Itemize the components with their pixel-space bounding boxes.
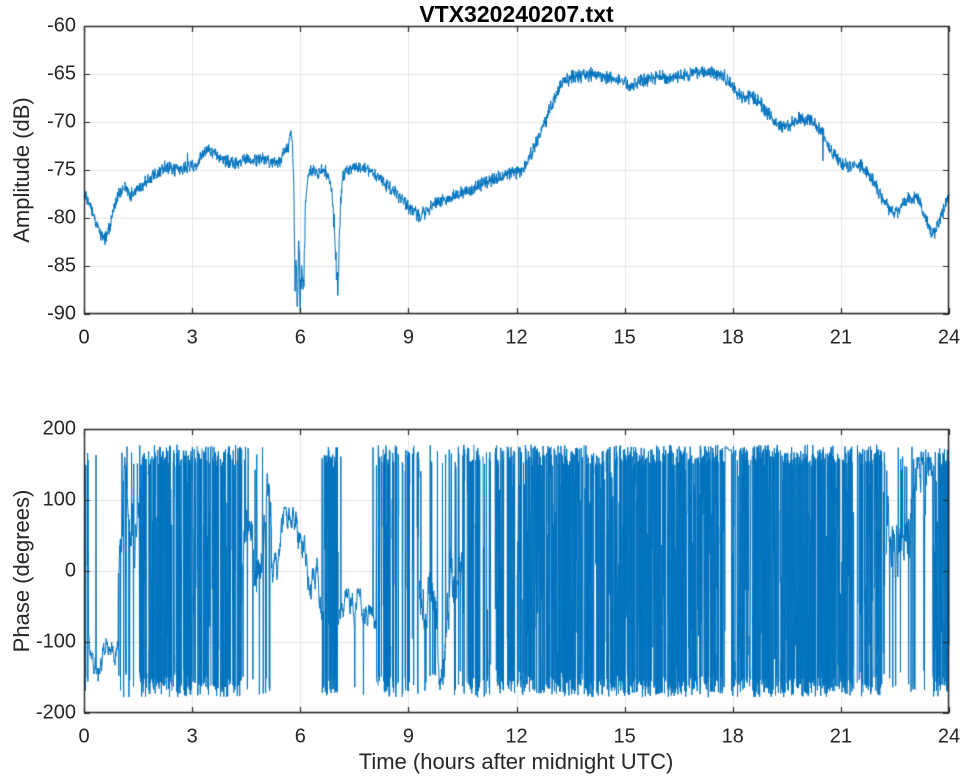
phase-x-tick-label: 18 <box>721 725 744 748</box>
phase-x-tick-label: 9 <box>402 725 414 748</box>
phase-x-tick-label: 12 <box>505 725 528 748</box>
phase-x-tick-label: 15 <box>613 725 636 748</box>
phase-y-tick-label: -100 <box>35 630 76 653</box>
phase-y-tick-label: -200 <box>35 701 76 724</box>
amplitude-x-tick-label: 6 <box>294 326 306 349</box>
amplitude-x-tick-label: 3 <box>186 326 198 349</box>
amplitude-x-tick-label: 0 <box>78 326 90 349</box>
amplitude-y-tick-label: -75 <box>47 158 76 181</box>
phase-x-tick-label: 0 <box>78 725 90 748</box>
x-axis-label: Time (hours after midnight UTC) <box>358 749 674 774</box>
amplitude-x-tick-label: 15 <box>613 326 636 349</box>
figure-title: VTX320240207.txt <box>419 1 614 27</box>
phase-y-tick-label: 200 <box>42 417 76 440</box>
amplitude-x-tick-label: 24 <box>937 326 961 349</box>
amplitude-y-tick-label: -65 <box>47 62 76 85</box>
phase-x-tick-label: 24 <box>937 725 961 748</box>
phase-y-tick-label: 100 <box>42 488 76 511</box>
amplitude-x-tick-label: 18 <box>721 326 744 349</box>
phase-y-axis-label: Phase (degrees) <box>9 489 34 653</box>
amplitude-y-axis-label: Amplitude (dB) <box>9 97 34 243</box>
amplitude-y-tick-label: -60 <box>47 14 76 37</box>
amplitude-x-tick-label: 9 <box>402 326 414 349</box>
amplitude-y-tick-label: -90 <box>47 302 76 325</box>
amplitude-y-tick-label: -70 <box>47 110 76 133</box>
phase-y-tick-label: 0 <box>64 559 76 582</box>
amplitude-x-tick-label: 21 <box>829 326 852 349</box>
amplitude-y-tick-label: -80 <box>47 206 76 229</box>
phase-x-tick-label: 21 <box>829 725 852 748</box>
phase-x-tick-label: 3 <box>186 725 198 748</box>
phase-x-tick-label: 6 <box>294 725 306 748</box>
amplitude-y-tick-label: -85 <box>47 254 76 277</box>
amplitude-x-tick-label: 12 <box>505 326 528 349</box>
